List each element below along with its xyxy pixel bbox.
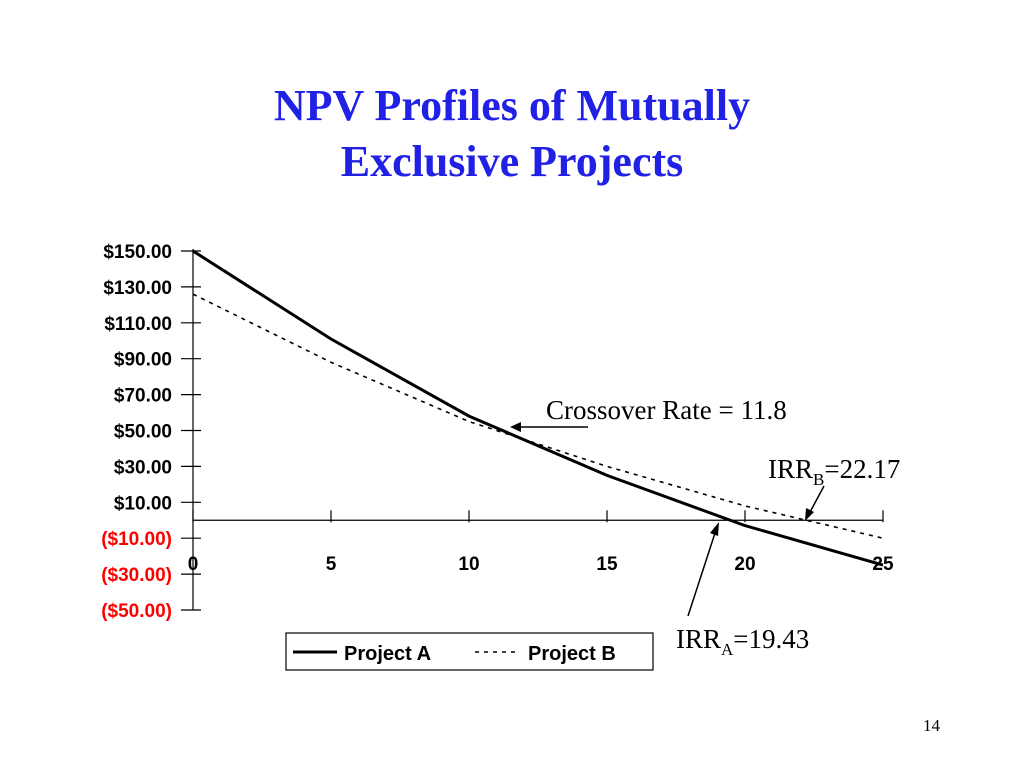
legend-label-project-a: Project A [344, 643, 431, 665]
irr-b-main: IRR [768, 454, 813, 484]
y-tick-label: $30.00 [114, 457, 172, 478]
crossover-arrowhead [510, 422, 521, 432]
y-tick-label: $70.00 [114, 386, 172, 407]
page-number: 14 [923, 716, 940, 735]
x-tick-label: 15 [596, 554, 618, 575]
x-tick-label: 5 [326, 554, 337, 575]
crossover-rate-label: Crossover Rate = 11.8 [546, 395, 787, 425]
x-tick-label: 25 [872, 554, 894, 575]
y-tick-label: $10.00 [114, 493, 172, 514]
title-line-1: NPV Profiles of Mutually [273, 81, 751, 130]
series-line-project-a [192, 249, 884, 567]
y-tick-label: ($10.00) [101, 529, 172, 550]
x-tick-label: 20 [734, 554, 755, 575]
title-line-2: Exclusive Projects [340, 137, 684, 186]
irr-a-arrow [687, 529, 717, 617]
chart-axes: $150.00 $130.00 $110.00 $90.00 $70.00 $50.00 $… [101, 242, 894, 622]
irr-a-value: =19.43 [733, 624, 809, 654]
y-tick-label: ($50.00) [101, 601, 172, 622]
irr-b-label: IRRB=22.17 [768, 454, 900, 489]
y-tick-label: $110.00 [104, 314, 172, 335]
x-tick-label: 0 [188, 554, 199, 575]
irr-a-main: IRR [676, 624, 721, 654]
y-tick-label: ($30.00) [101, 565, 172, 586]
chart-series [192, 249, 884, 567]
y-tick-label: $130.00 [103, 278, 172, 299]
irr-b-sub: B [813, 470, 824, 489]
chart-annotations: Crossover Rate = 11.8 IRRB=22.17 IRRA=19… [510, 395, 900, 659]
chart-legend: Project A Project B [285, 632, 654, 671]
x-tick-label: 10 [458, 554, 479, 575]
irr-a-sub: A [721, 640, 734, 659]
legend-box [285, 632, 654, 671]
irr-b-arrow [808, 485, 825, 515]
y-tick-label: $90.00 [114, 350, 172, 371]
irr-a-label: IRRA=19.43 [676, 624, 809, 659]
y-tick-label: $50.00 [114, 422, 172, 443]
irr-a-arrowhead [710, 522, 719, 536]
irr-b-arrowhead [805, 508, 814, 521]
slide-title: NPV Profiles of Mutually Exclusive Proje… [0, 78, 1024, 190]
y-tick-label: $150.00 [103, 242, 172, 263]
series-line-project-b [192, 293, 884, 539]
legend-label-project-b: Project B [528, 643, 616, 665]
irr-b-value: =22.17 [824, 454, 900, 484]
